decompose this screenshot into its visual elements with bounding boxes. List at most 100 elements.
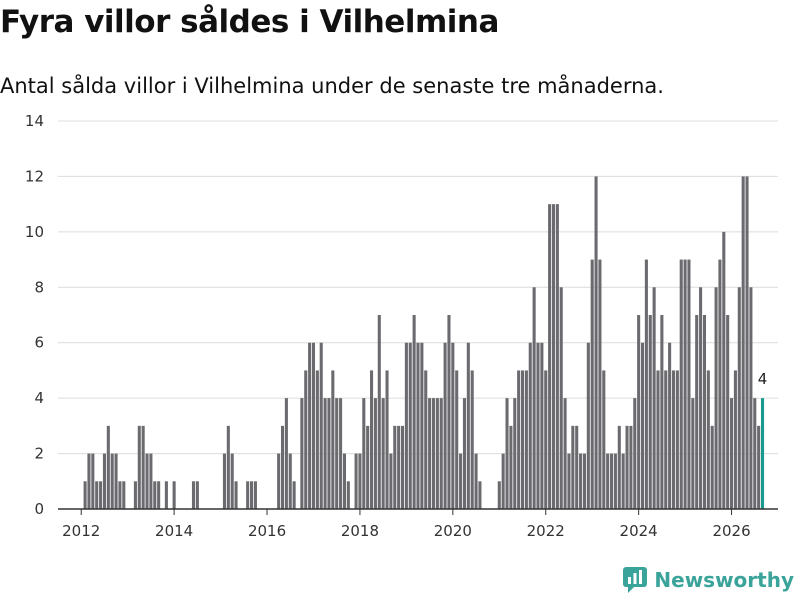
bar: [455, 370, 459, 509]
y-tick-label: 14: [25, 112, 44, 130]
bar: [110, 453, 114, 509]
bar: [118, 481, 122, 509]
bar: [304, 370, 308, 509]
bar: [389, 453, 393, 509]
bar: [424, 370, 428, 509]
bar: [222, 453, 226, 509]
bar: [478, 481, 482, 509]
chart-subtitle: Antal sålda villor i Vilhelmina under de…: [0, 74, 664, 98]
x-tick-label: 2024: [620, 522, 658, 540]
bar: [443, 342, 447, 509]
bar: [594, 176, 598, 509]
x-tick-label: 2018: [341, 522, 379, 540]
bar: [710, 425, 714, 509]
bar: [505, 398, 509, 509]
bar: [582, 453, 586, 509]
bar: [683, 259, 687, 509]
bar: [408, 342, 412, 509]
bar: [691, 398, 695, 509]
bar: [544, 370, 548, 509]
bar: [370, 370, 374, 509]
bar: [579, 453, 583, 509]
bar: [133, 481, 137, 509]
bar: [362, 398, 366, 509]
y-tick-label: 8: [34, 278, 44, 296]
bar: [699, 287, 703, 509]
bar: [246, 481, 250, 509]
bar: [470, 370, 474, 509]
bar: [253, 481, 257, 509]
bar: [335, 398, 339, 509]
bar: [172, 481, 176, 509]
bar: [474, 453, 478, 509]
bar: [393, 425, 397, 509]
bar: [757, 425, 761, 509]
x-tick-label: 2012: [62, 522, 100, 540]
brand-name: Newsworthy: [654, 568, 794, 592]
bar: [164, 481, 168, 509]
bar: [323, 398, 327, 509]
bar: [637, 315, 641, 509]
bar: [741, 176, 745, 509]
bar: [656, 370, 660, 509]
y-tick-label: 6: [34, 334, 44, 352]
y-tick-label: 4: [34, 389, 44, 407]
bar: [733, 370, 737, 509]
bar: [551, 204, 556, 509]
bar: [346, 481, 350, 509]
bar: [497, 481, 501, 509]
bar: [598, 259, 602, 509]
bar: [706, 370, 710, 509]
bar: [377, 315, 381, 509]
x-tick-label: 2016: [248, 522, 286, 540]
data-label: 4: [758, 370, 768, 388]
bar: [381, 398, 385, 509]
bar: [745, 176, 749, 509]
bar: [613, 453, 617, 509]
y-tick-label: 0: [34, 500, 44, 518]
bar: [559, 287, 563, 509]
bar: [540, 342, 544, 509]
bar: [536, 342, 540, 509]
bar: [633, 398, 637, 509]
bar: [532, 287, 536, 509]
y-tick-label: 10: [25, 223, 44, 241]
bar: [648, 315, 652, 509]
bar: [226, 425, 230, 509]
bar-highlight: [760, 398, 765, 509]
bar: [702, 315, 706, 509]
bar: [660, 315, 664, 509]
bar: [342, 453, 346, 509]
bar: [234, 481, 238, 509]
bar: [737, 287, 741, 509]
bar: [311, 342, 316, 509]
bar: [145, 453, 149, 509]
chart-title: Fyra villor såldes i Vilhelmina: [0, 4, 499, 40]
bar: [459, 453, 463, 509]
bar: [87, 453, 91, 509]
bar: [726, 315, 730, 509]
bar: [679, 259, 683, 509]
bar: [652, 287, 656, 509]
bar: [451, 342, 455, 509]
bar: [439, 398, 443, 509]
x-tick-label: 2022: [527, 522, 565, 540]
bar: [447, 315, 451, 509]
bar: [610, 453, 614, 509]
bar: [625, 425, 629, 509]
bar: [428, 398, 432, 509]
bar: [83, 481, 87, 509]
bar: [563, 398, 567, 509]
bar: [753, 398, 757, 509]
bar: [315, 370, 319, 509]
bar: [397, 425, 401, 509]
bar: [435, 398, 439, 509]
bar: [385, 370, 389, 509]
bar: [277, 453, 281, 509]
bar: [412, 315, 416, 509]
x-tick-label: 2020: [434, 522, 472, 540]
bar: [640, 342, 645, 509]
bar: [358, 453, 362, 509]
bar: [191, 481, 196, 509]
